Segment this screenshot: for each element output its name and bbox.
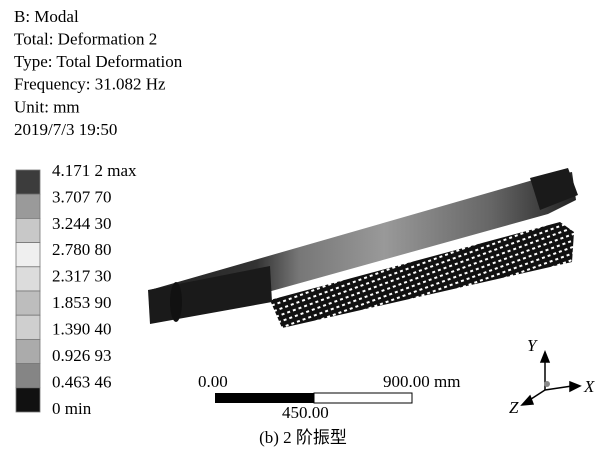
caption: (b) 2 阶振型 [259,428,347,447]
legend-label: 2.780 80 [52,240,112,259]
legend-swatch [16,388,40,412]
triad-x: X [583,377,595,396]
legend-label: 1.390 40 [52,320,112,339]
triad-y: Y [527,336,538,355]
triad [522,352,580,405]
legend-swatch [16,218,40,242]
legend-swatch [16,291,40,315]
header-line: Unit: mm [14,97,80,116]
header-line: B: Modal [14,7,79,26]
header-line: Type: Total Deformation [14,52,183,71]
legend-swatch [16,315,40,339]
triad-z: Z [509,398,519,417]
header-line: 2019/7/3 19:50 [14,120,117,139]
legend-swatch [16,194,40,218]
legend-label: 0.926 93 [52,346,112,365]
legend-label: 2.317 30 [52,267,112,286]
legend-label: 4.171 2 max [52,161,137,180]
header-line: Total: Deformation 2 [14,30,157,49]
legend-label: 3.707 70 [52,187,112,206]
legend-label: 0 min [52,399,92,418]
legend-swatch [16,339,40,363]
legend-label: 1.853 90 [52,293,112,312]
scale-bar-black [215,393,314,403]
legend-swatch [16,170,40,194]
model [148,168,578,328]
scale-end: 900.00 mm [383,372,460,391]
legend-swatch [16,243,40,267]
collar [170,282,182,322]
legend-swatch [16,364,40,388]
header-line: Frequency: 31.082 Hz [14,75,166,94]
legend: 4.171 2 max 3.707 70 3.244 30 2.780 80 2.317… [16,161,137,418]
header: B: Modal Total: Deformation 2 Type: Total … [14,7,183,139]
legend-swatch [16,267,40,291]
legend-label: 0.463 46 [52,372,112,391]
legend-label: 3.244 30 [52,214,112,233]
figure: B: Modal Total: Deformation 2 Type: Total … [0,0,606,457]
scale-middle: 450.00 [282,403,329,422]
scale-start: 0.00 [198,372,228,391]
scale-bar-white [314,393,412,403]
